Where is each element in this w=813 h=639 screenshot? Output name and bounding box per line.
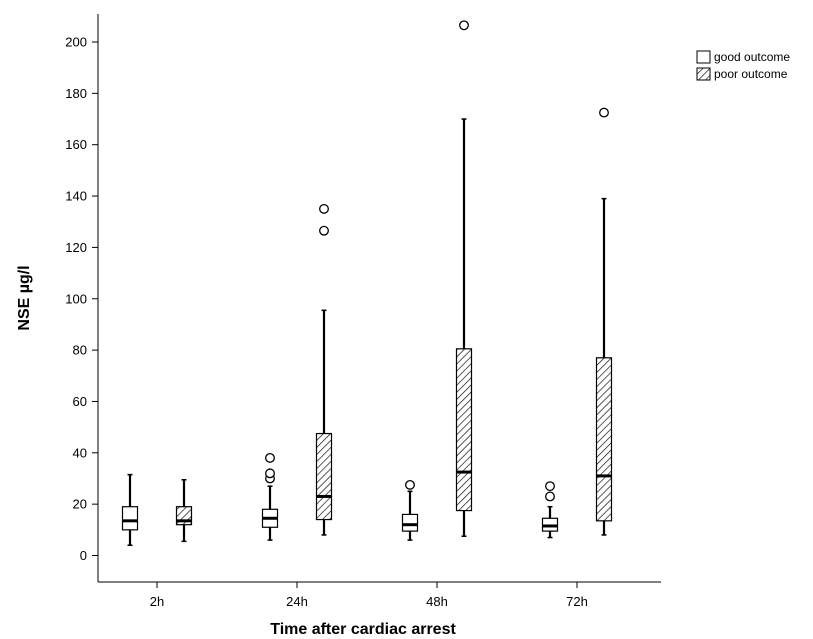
x-ticks: 2h 24h 48h 72h	[150, 582, 588, 609]
box-iqr	[595, 357, 613, 522]
outlier-point	[319, 203, 329, 214]
x-tick-label: 48h	[426, 594, 448, 609]
boxes	[121, 20, 613, 546]
legend-label-good-outcome: good outcome	[714, 50, 790, 64]
box-good-outcome-48h	[401, 479, 419, 541]
y-tick-label: 80	[73, 343, 87, 358]
axes	[97, 14, 661, 583]
legend-swatch-poor-outcome	[696, 67, 711, 81]
y-tick-label: 200	[65, 35, 87, 50]
box-good-outcome-24h	[261, 452, 279, 541]
y-tick-label: 60	[73, 394, 87, 409]
box-iqr	[315, 432, 333, 521]
outlier-point	[599, 107, 609, 118]
outlier-point	[545, 491, 555, 502]
outlier-point	[265, 452, 275, 463]
outlier-point	[459, 20, 469, 31]
outlier-point	[545, 481, 555, 492]
box-poor-outcome-24h	[315, 203, 333, 536]
y-tick-label: 140	[65, 189, 87, 204]
legend: good outcome poor outcome	[696, 50, 790, 81]
y-tick-label: 40	[73, 445, 87, 460]
y-axis-title: NSE µg/l	[16, 265, 33, 330]
legend-swatch-good-outcome	[696, 50, 711, 64]
y-tick-label: 20	[73, 497, 87, 512]
y-tick-label: 120	[65, 240, 87, 255]
x-tick-label: 72h	[566, 594, 588, 609]
box-iqr	[401, 513, 419, 532]
y-ticks: 0 20 40 60 80 100 120 140 160 180 200	[65, 35, 98, 563]
box-iqr	[121, 506, 139, 531]
box-good-outcome-2h	[121, 473, 139, 546]
legend-label-poor-outcome: poor outcome	[714, 67, 788, 81]
y-tick-label: 160	[65, 137, 87, 152]
outlier-point	[265, 468, 275, 479]
box-poor-outcome-72h	[595, 107, 613, 536]
box-iqr	[455, 348, 473, 512]
box-poor-outcome-48h	[455, 20, 473, 537]
box-good-outcome-72h	[541, 481, 559, 539]
box-poor-outcome-2h	[175, 479, 193, 543]
y-tick-label: 180	[65, 86, 87, 101]
x-axis-title: Time after cardiac arrest	[270, 621, 456, 638]
outlier-point	[319, 225, 329, 236]
x-tick-label: 24h	[286, 594, 308, 609]
outlier-point	[405, 479, 415, 490]
y-tick-label: 100	[65, 291, 87, 306]
x-tick-label: 2h	[150, 594, 164, 609]
y-tick-label: 0	[80, 548, 87, 563]
